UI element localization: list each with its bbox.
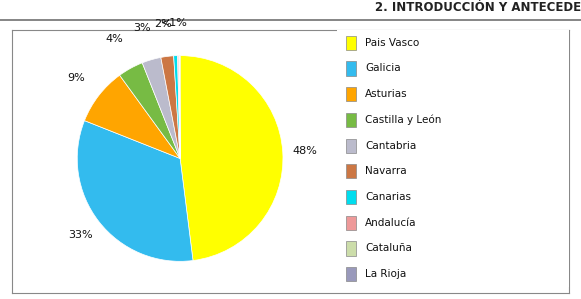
FancyBboxPatch shape bbox=[346, 241, 356, 256]
Text: Cantabria: Cantabria bbox=[365, 141, 417, 151]
Wedge shape bbox=[178, 56, 180, 158]
Text: 3%: 3% bbox=[134, 23, 151, 33]
Text: Castilla y León: Castilla y León bbox=[365, 115, 442, 125]
FancyBboxPatch shape bbox=[346, 216, 356, 230]
Text: 4%: 4% bbox=[106, 34, 124, 45]
Text: 48%: 48% bbox=[293, 146, 318, 155]
Text: Galicia: Galicia bbox=[365, 63, 401, 74]
Text: Canarias: Canarias bbox=[365, 192, 411, 202]
Text: La Rioja: La Rioja bbox=[365, 269, 406, 279]
Text: 2%: 2% bbox=[154, 19, 172, 29]
Wedge shape bbox=[174, 56, 180, 158]
FancyBboxPatch shape bbox=[346, 190, 356, 204]
Wedge shape bbox=[77, 120, 193, 261]
Text: Pais Vasco: Pais Vasco bbox=[365, 38, 419, 48]
FancyBboxPatch shape bbox=[346, 61, 356, 76]
Text: 9%: 9% bbox=[67, 73, 85, 83]
FancyBboxPatch shape bbox=[346, 113, 356, 127]
Text: 33%: 33% bbox=[69, 231, 94, 240]
Wedge shape bbox=[84, 75, 180, 158]
FancyBboxPatch shape bbox=[346, 267, 356, 281]
FancyBboxPatch shape bbox=[346, 164, 356, 179]
Text: Cataluña: Cataluña bbox=[365, 243, 412, 254]
Wedge shape bbox=[142, 57, 180, 158]
FancyBboxPatch shape bbox=[346, 87, 356, 101]
Text: 2. INTRODUCCIÓN Y ANTECEDE: 2. INTRODUCCIÓN Y ANTECEDE bbox=[375, 1, 581, 14]
Text: <1%: <1% bbox=[161, 18, 188, 28]
Text: Andalucía: Andalucía bbox=[365, 218, 417, 228]
Wedge shape bbox=[179, 56, 180, 158]
Wedge shape bbox=[180, 56, 283, 260]
Text: Asturias: Asturias bbox=[365, 89, 408, 99]
Text: Navarra: Navarra bbox=[365, 166, 407, 176]
FancyBboxPatch shape bbox=[346, 138, 356, 153]
Wedge shape bbox=[161, 56, 180, 158]
Wedge shape bbox=[120, 63, 180, 158]
FancyBboxPatch shape bbox=[346, 36, 356, 50]
